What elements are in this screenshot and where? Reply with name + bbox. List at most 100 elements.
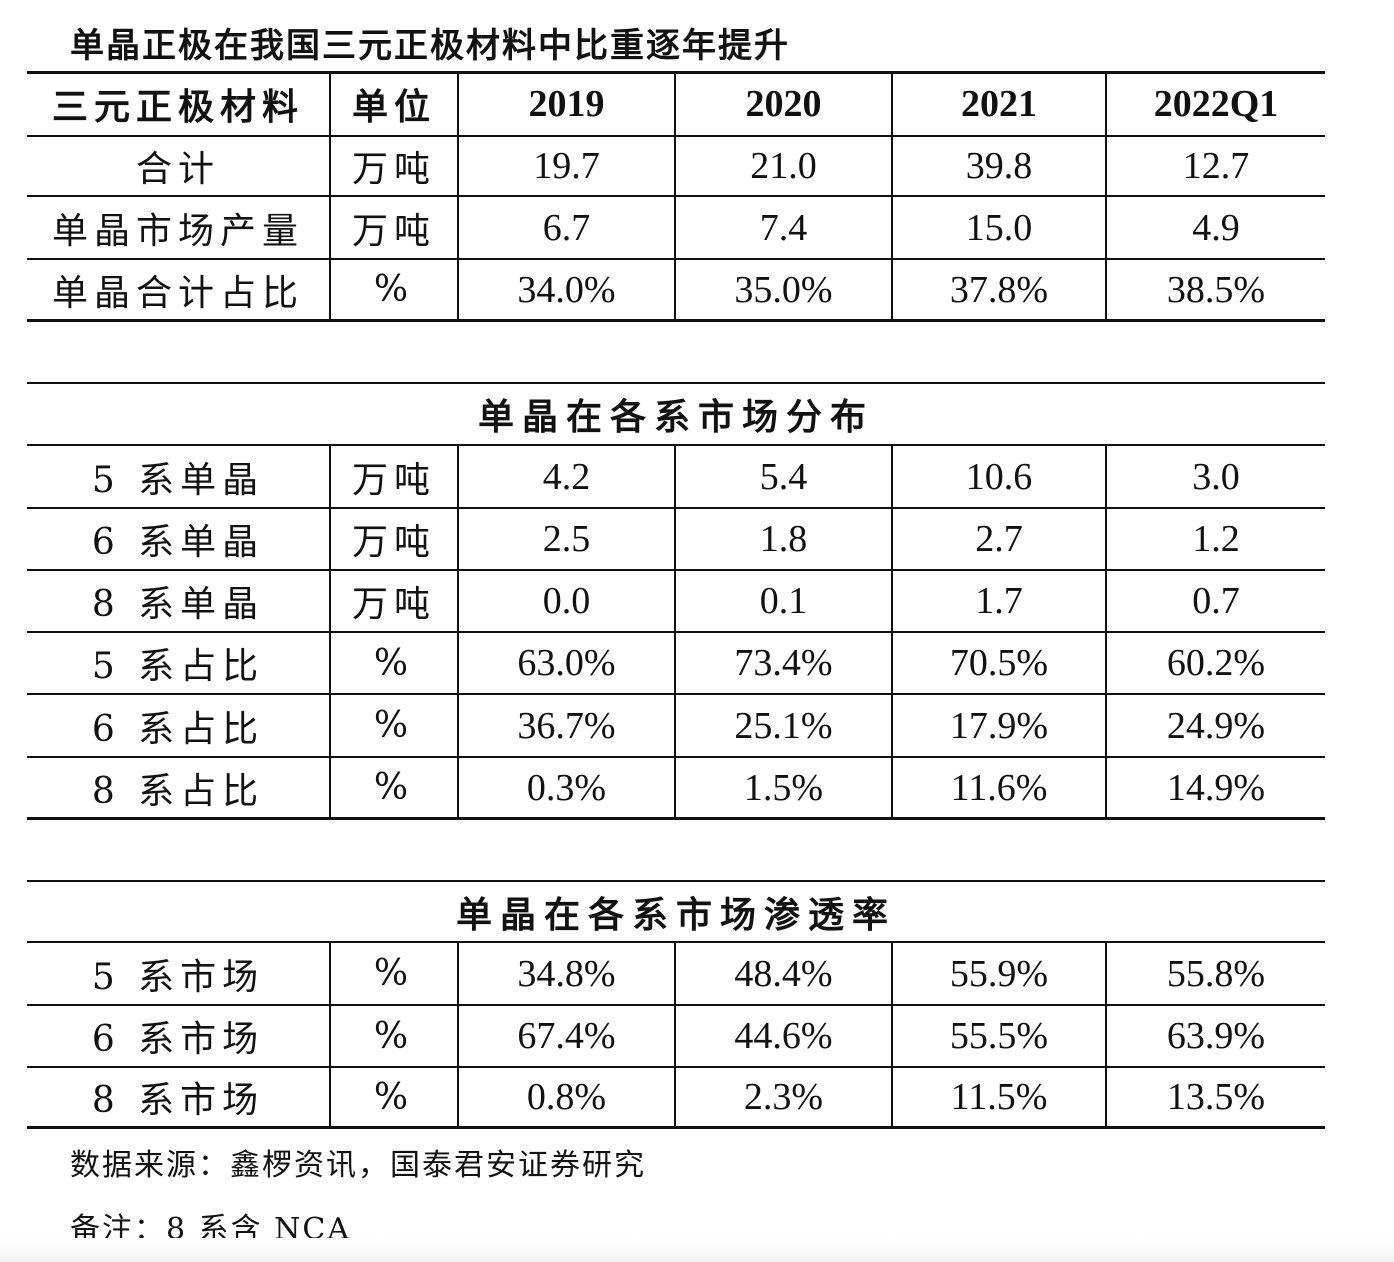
cell-value: 67.4% bbox=[517, 1015, 616, 1057]
row-label: 5 系市场 bbox=[91, 956, 265, 998]
cell-value: 5.4 bbox=[759, 455, 808, 498]
header-year: 2019 bbox=[528, 83, 605, 125]
rule bbox=[27, 631, 1325, 633]
cell-value: 3.0 bbox=[1192, 455, 1240, 498]
section-title: 单晶在各系市场渗透率 bbox=[455, 893, 896, 936]
cell-value: 25.1% bbox=[734, 704, 833, 747]
cell-value: 0.0 bbox=[542, 580, 591, 622]
rule-bottom bbox=[27, 319, 1325, 322]
cell-value: 1.5% bbox=[743, 766, 824, 809]
cell-value: 44.6% bbox=[734, 1015, 833, 1057]
cell-value: 15.0 bbox=[965, 206, 1033, 249]
table-title: 单晶正极在我国三元正极材料中比重逐年提升 bbox=[70, 26, 790, 66]
cell-value: 14.9% bbox=[1166, 766, 1266, 809]
cell-value: 63.0% bbox=[517, 642, 616, 684]
row-unit: % bbox=[373, 953, 415, 994]
cell-value: 4.2 bbox=[542, 455, 591, 498]
column-rule bbox=[1105, 444, 1107, 819]
row-label: 合计 bbox=[135, 149, 220, 190]
cell-value: 7.4 bbox=[759, 206, 808, 249]
cell-value: 2.7 bbox=[975, 518, 1023, 560]
column-rule bbox=[891, 444, 893, 819]
row-label: 6 系单晶 bbox=[91, 522, 265, 563]
column-rule bbox=[457, 72, 459, 321]
cell-value: 39.8 bbox=[965, 145, 1033, 187]
cell-value: 70.5% bbox=[949, 642, 1049, 684]
rule bbox=[27, 756, 1325, 758]
cell-value: 55.5% bbox=[949, 1015, 1049, 1057]
rule bbox=[27, 507, 1325, 509]
rule bbox=[27, 693, 1325, 695]
cell-value: 19.7 bbox=[533, 145, 600, 187]
cell-value: 34.0% bbox=[517, 268, 616, 311]
rule-top bbox=[27, 71, 1325, 74]
column-rule bbox=[891, 72, 893, 321]
cell-value: 37.8% bbox=[949, 268, 1049, 311]
row-unit: % bbox=[373, 642, 415, 684]
row-label: 8 系市场 bbox=[91, 1080, 265, 1121]
section-title: 单晶在各系市场分布 bbox=[477, 396, 874, 438]
row-unit: 万吨 bbox=[351, 584, 436, 625]
rule bbox=[27, 880, 1325, 882]
row-unit: % bbox=[373, 1076, 415, 1118]
row-unit: % bbox=[373, 1015, 415, 1057]
cell-value: 73.4% bbox=[734, 642, 833, 684]
cell-value: 34.8% bbox=[517, 952, 616, 995]
row-unit: 万吨 bbox=[351, 522, 436, 563]
header-year: 2022Q1 bbox=[1153, 83, 1279, 125]
header-year: 2021 bbox=[961, 83, 1037, 125]
cell-value: 1.2 bbox=[1192, 518, 1240, 560]
cell-value: 11.6% bbox=[950, 766, 1048, 809]
row-unit: 万吨 bbox=[351, 149, 436, 190]
cell-value: 0.7 bbox=[1192, 580, 1240, 622]
header-unit: 单位 bbox=[351, 86, 436, 128]
rule bbox=[27, 941, 1325, 943]
row-label: 8 系占比 bbox=[91, 770, 265, 812]
column-rule bbox=[674, 444, 676, 819]
cell-value: 11.5% bbox=[950, 1076, 1048, 1118]
row-unit: 万吨 bbox=[351, 210, 436, 252]
rule bbox=[27, 1066, 1325, 1068]
cell-value: 21.0 bbox=[750, 145, 817, 187]
cell-value: 12.7 bbox=[1182, 145, 1250, 187]
cell-value: 0.1 bbox=[759, 580, 808, 622]
row-unit: % bbox=[373, 269, 415, 310]
cell-value: 38.5% bbox=[1166, 268, 1266, 311]
column-rule bbox=[457, 444, 459, 819]
cell-value: 60.2% bbox=[1166, 642, 1266, 684]
row-unit: % bbox=[373, 767, 415, 808]
row-label: 单晶市场产量 bbox=[51, 210, 304, 252]
cell-value: 1.7 bbox=[975, 580, 1023, 622]
cell-value: 55.9% bbox=[949, 952, 1049, 995]
cell-value: 63.9% bbox=[1166, 1015, 1266, 1057]
row-label: 8 系单晶 bbox=[91, 584, 265, 625]
source-note: 数据来源：鑫椤资讯，国泰君安证券研究 bbox=[70, 1148, 646, 1183]
cell-value: 35.0% bbox=[734, 268, 833, 311]
column-rule bbox=[1105, 72, 1107, 321]
cell-value: 13.5% bbox=[1166, 1076, 1266, 1118]
rule bbox=[27, 1004, 1325, 1006]
column-rule bbox=[329, 72, 331, 321]
bottom-edge bbox=[0, 1238, 1394, 1262]
row-unit: % bbox=[373, 705, 415, 746]
header-year: 2020 bbox=[745, 83, 822, 125]
row-label: 单晶合计占比 bbox=[51, 272, 304, 314]
cell-value: 10.6 bbox=[965, 455, 1033, 498]
cell-value: 6.7 bbox=[542, 206, 591, 249]
rule bbox=[27, 258, 1325, 260]
column-rule bbox=[329, 941, 331, 1128]
rule bbox=[27, 195, 1325, 197]
cell-value: 2.3% bbox=[743, 1076, 824, 1118]
cell-value: 0.8% bbox=[526, 1076, 607, 1118]
row-unit: 万吨 bbox=[351, 459, 436, 501]
cell-value: 48.4% bbox=[734, 952, 833, 995]
row-label: 5 系单晶 bbox=[91, 459, 265, 501]
row-label: 6 系占比 bbox=[91, 708, 265, 750]
row-label: 5 系占比 bbox=[91, 646, 265, 687]
cell-value: 0.3% bbox=[526, 766, 607, 809]
cell-value: 17.9% bbox=[949, 704, 1049, 747]
row-label: 6 系市场 bbox=[91, 1019, 265, 1060]
column-rule bbox=[1105, 941, 1107, 1128]
rule-bottom bbox=[27, 1126, 1325, 1129]
rule bbox=[27, 382, 1325, 384]
